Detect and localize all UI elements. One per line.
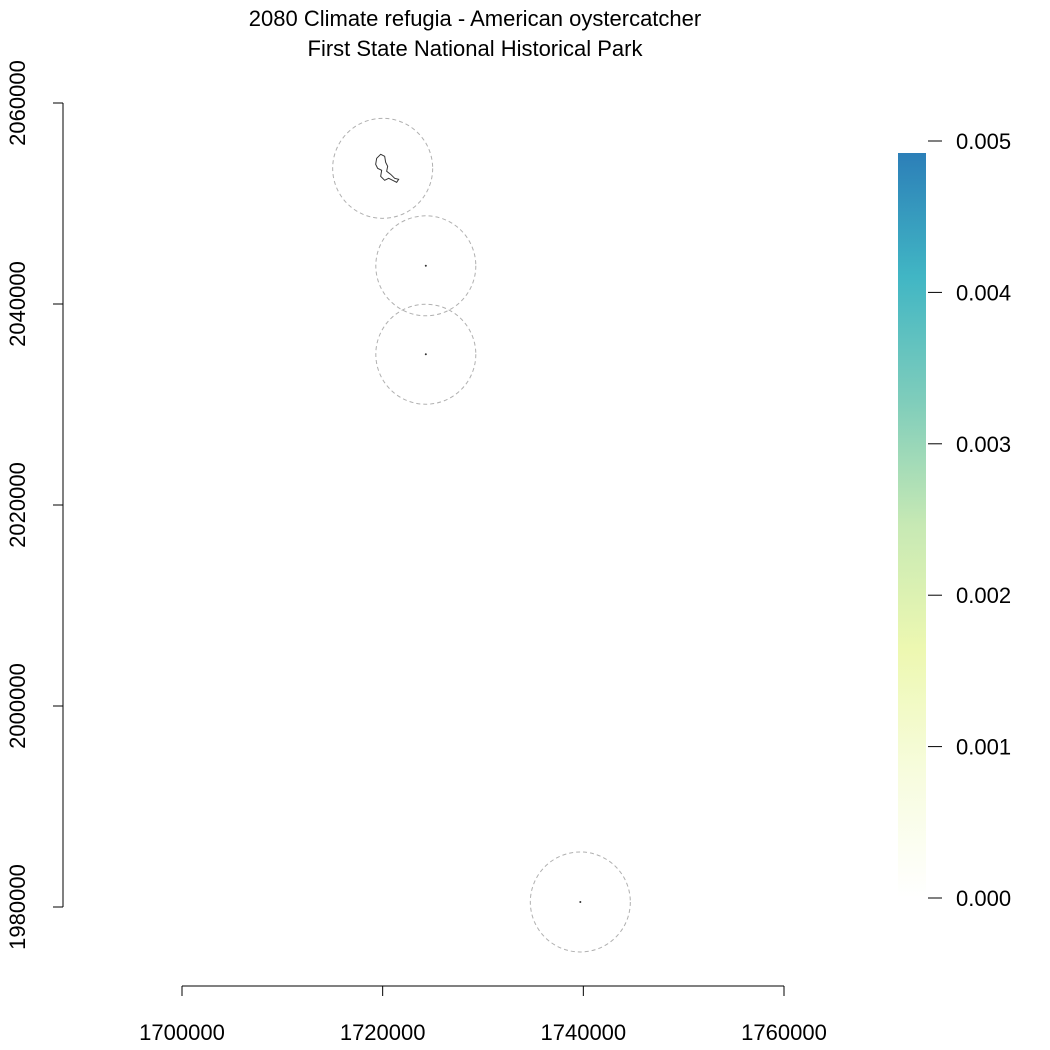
y-tick-label: 2000000 [5,663,30,749]
colorbar-tick-label: 0.005 [956,129,1011,154]
x-axis: 1700000 1720000 1740000 1760000 [139,985,827,1045]
south-buffer [529,851,631,953]
y-tick-label: 2060000 [5,60,30,146]
middle-lower-buffer [375,303,477,405]
south-park-unit [579,900,582,903]
y-tick-label: 2020000 [5,462,30,548]
x-tick-label: 1740000 [541,1020,627,1045]
north-park-unit [375,153,400,183]
y-tick-label: 1980000 [5,864,30,950]
colorbar-tick-label: 0.000 [956,886,1011,911]
colorbar-tick-label: 0.004 [956,280,1011,305]
park-units [375,153,582,903]
x-tick-label: 1700000 [139,1020,225,1045]
colorbar-tick-label: 0.003 [956,432,1011,457]
colorbar-tick-label: 0.001 [956,735,1011,760]
colorbar-ticks: 0.000 0.001 0.002 0.003 0.004 0.005 [928,129,1011,911]
map-title: 2080 Climate refugia - American oysterca… [249,6,701,61]
colorbar-legend: 0.000 0.001 0.002 0.003 0.004 0.005 [898,129,1011,911]
x-tick-label: 1720000 [340,1020,426,1045]
y-tick-label: 2040000 [5,261,30,347]
x-tick-label: 1760000 [741,1020,827,1045]
lower-middle-park-unit [424,353,427,356]
title-line-1: 2080 Climate refugia - American oysterca… [249,6,701,31]
title-line-2: First State National Historical Park [308,36,644,61]
colorbar [898,153,926,898]
north-park-buffer [332,117,434,219]
upper-middle-park-unit [424,264,427,267]
y-axis: 1980000 2000000 2020000 2040000 2060000 [5,60,64,950]
colorbar-tick-label: 0.002 [956,583,1011,608]
buffer-zones [332,117,631,953]
middle-upper-buffer [375,215,477,317]
